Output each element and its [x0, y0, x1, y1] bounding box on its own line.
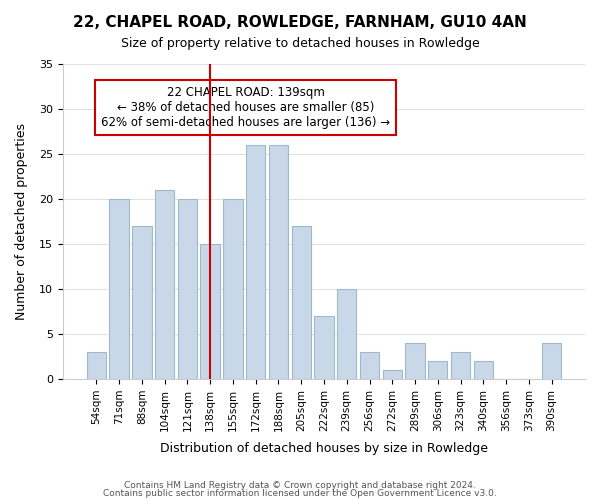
Bar [246, 145, 265, 379]
Bar [200, 244, 220, 379]
Text: Contains public sector information licensed under the Open Government Licence v3: Contains public sector information licen… [103, 488, 497, 498]
Bar [406, 343, 425, 379]
Bar [223, 199, 242, 379]
Bar [383, 370, 402, 379]
Bar [314, 316, 334, 379]
Bar [86, 352, 106, 379]
Bar [360, 352, 379, 379]
Bar [542, 343, 561, 379]
Bar [155, 190, 175, 379]
Bar [428, 361, 448, 379]
Bar [109, 199, 129, 379]
Bar [451, 352, 470, 379]
X-axis label: Distribution of detached houses by size in Rowledge: Distribution of detached houses by size … [160, 442, 488, 455]
Text: Size of property relative to detached houses in Rowledge: Size of property relative to detached ho… [121, 38, 479, 51]
Y-axis label: Number of detached properties: Number of detached properties [15, 123, 28, 320]
Bar [337, 289, 356, 379]
Text: 22, CHAPEL ROAD, ROWLEDGE, FARNHAM, GU10 4AN: 22, CHAPEL ROAD, ROWLEDGE, FARNHAM, GU10… [73, 15, 527, 30]
Bar [132, 226, 152, 379]
Bar [473, 361, 493, 379]
Bar [292, 226, 311, 379]
Bar [269, 145, 288, 379]
Text: 22 CHAPEL ROAD: 139sqm
← 38% of detached houses are smaller (85)
62% of semi-det: 22 CHAPEL ROAD: 139sqm ← 38% of detached… [101, 86, 390, 129]
Text: Contains HM Land Registry data © Crown copyright and database right 2024.: Contains HM Land Registry data © Crown c… [124, 481, 476, 490]
Bar [178, 199, 197, 379]
